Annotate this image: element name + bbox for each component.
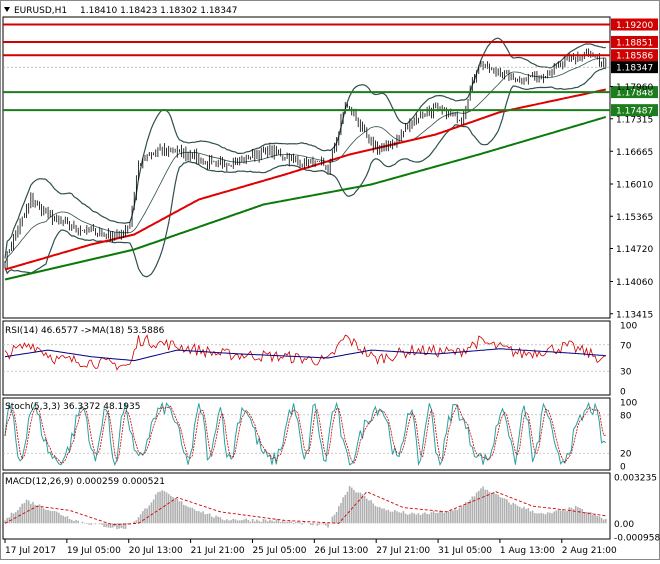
time-label-6: 27 Jul 21:00 xyxy=(376,546,430,556)
macd-y-label-1: 0.00 xyxy=(614,520,634,530)
rsi-y-label-0: 100 xyxy=(620,322,637,332)
time-label-2: 20 Jul 13:00 xyxy=(129,546,183,556)
stoch-main-line xyxy=(4,401,607,467)
main-y-label-5: 1.16665 xyxy=(616,148,653,158)
time-label-7: 31 Jul 05:00 xyxy=(438,546,492,556)
pane-frame-main xyxy=(2,16,611,319)
stoch-y-label-0: 100 xyxy=(620,399,637,409)
time-label-0: 17 Jul 2017 xyxy=(5,546,56,556)
level-tag-1 xyxy=(611,35,658,48)
macd-histogram xyxy=(4,486,607,529)
level-tag-text-0: 1.19200 xyxy=(616,21,653,31)
rsi-ma-line xyxy=(4,348,606,362)
rsi-y-label-3: 0 xyxy=(620,388,626,398)
level-tag-0 xyxy=(611,18,658,31)
stoch-label: Stoch(5,3,3) 36.3372 48.1935 xyxy=(5,402,140,412)
main-y-label-8: 1.14720 xyxy=(616,245,653,255)
macd-signal-line xyxy=(4,491,606,526)
pane-frame-macd xyxy=(2,472,611,540)
main-y-label-6: 1.16010 xyxy=(616,181,653,191)
main-y-label-10: 1.13415 xyxy=(616,310,653,320)
rsi-y-label-1: 70 xyxy=(620,341,632,351)
macd-y-label-2: -0.000958 xyxy=(614,534,660,544)
bollinger-upper xyxy=(4,37,606,259)
macd-y-label-0: 0.003235 xyxy=(614,474,657,484)
symbol-label: EURUSD,H1 xyxy=(14,6,67,16)
level-tag-text-3: 1.17848 xyxy=(616,89,653,99)
pane-frame-stoch xyxy=(2,397,611,471)
time-label-4: 25 Jul 05:00 xyxy=(252,546,306,556)
time-label-1: 19 Jul 05:00 xyxy=(67,546,121,556)
bollinger-middle xyxy=(4,57,606,264)
time-label-9: 2 Aug 21:00 xyxy=(562,546,617,556)
moving-average-green xyxy=(4,116,607,281)
stoch-y-label-3: 0 xyxy=(620,463,626,473)
main-y-label-7: 1.15365 xyxy=(616,213,653,223)
time-label-5: 26 Jul 13:00 xyxy=(314,546,368,556)
level-tag-text-2: 1.18586 xyxy=(616,52,653,62)
main-y-label-1: 1.17960 xyxy=(616,83,653,93)
collapse-arrow-icon[interactable] xyxy=(4,7,10,12)
level-tag-text-1: 1.18851 xyxy=(616,38,653,48)
stoch-y-label-2: 20 xyxy=(620,450,632,460)
ohlc-values: 1.18410 1.18423 1.18302 1.18347 xyxy=(80,6,237,16)
stoch-signal-line xyxy=(4,403,606,464)
main-y-label-4: 1.17315 xyxy=(616,115,653,125)
stoch-y-label-1: 80 xyxy=(620,411,632,421)
time-label-3: 21 Jul 21:00 xyxy=(191,546,245,556)
level-tag-text-4: 1.17487 xyxy=(616,107,653,117)
rsi-label: RSI(14) 46.6577 ->MA(18) 53.5886 xyxy=(5,326,165,336)
current-price-text: 1.18347 xyxy=(616,64,653,74)
rsi-y-label-2: 30 xyxy=(620,368,632,378)
rsi-line xyxy=(4,334,606,371)
level-tag-4 xyxy=(611,104,658,117)
time-label-8: 1 Aug 13:00 xyxy=(500,546,555,556)
pane-frame-rsi xyxy=(2,320,611,396)
main-y-label-9: 1.14060 xyxy=(616,278,653,288)
macd-label: MACD(12,26,9) 0.000259 0.000521 xyxy=(5,477,165,487)
level-tag-3 xyxy=(611,86,658,99)
current-price-tag xyxy=(611,61,658,74)
level-tag-2 xyxy=(611,49,658,62)
